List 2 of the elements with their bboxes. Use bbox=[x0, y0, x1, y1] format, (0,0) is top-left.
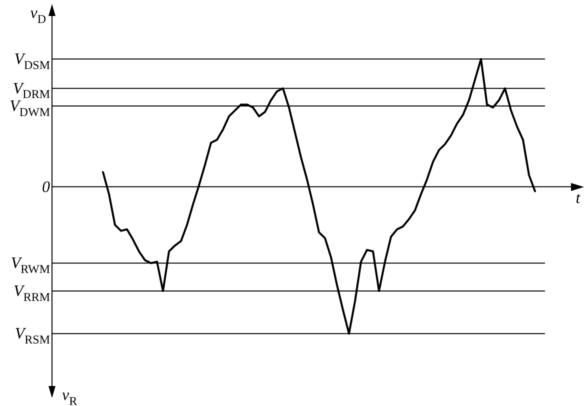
ref-line-label: 0 bbox=[42, 178, 50, 196]
x-axis-title: t bbox=[576, 190, 581, 207]
